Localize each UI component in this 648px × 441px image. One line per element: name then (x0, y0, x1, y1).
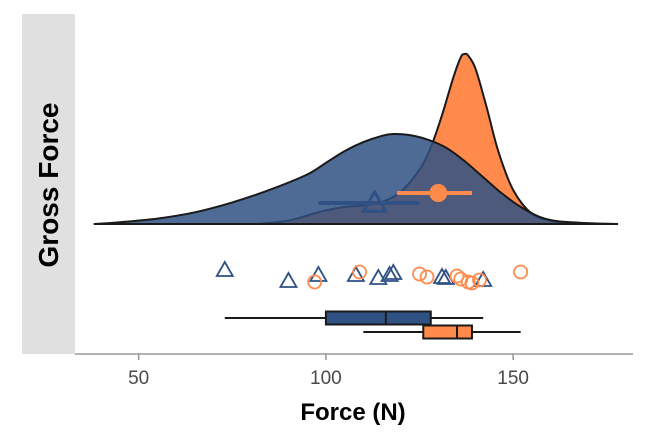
x-axis-title: Force (N) (300, 399, 405, 426)
data-point-orange (307, 274, 323, 290)
data-point-blue (368, 268, 388, 285)
data-point-blue (380, 265, 400, 282)
boxplot-layer (224, 310, 521, 340)
density-layer (93, 52, 619, 225)
data-point-blue (278, 271, 299, 288)
data-point-blue (383, 263, 403, 280)
data-point-orange (419, 269, 435, 285)
density-blue (93, 132, 619, 225)
data-point-orange (464, 275, 480, 291)
points-layer (215, 260, 529, 291)
mean-marker-orange (429, 184, 448, 202)
data-point-orange (449, 268, 465, 284)
data-point-orange (472, 272, 487, 288)
data-point-blue (432, 267, 452, 284)
data-point-orange (352, 264, 368, 280)
x-tick-label: 150 (497, 368, 529, 389)
box-body-orange (422, 324, 473, 340)
x-axis-ticks: 50 100 150 (128, 354, 529, 389)
facet-strip-label: Gross Force (33, 103, 64, 268)
mean-marker-blue (361, 188, 389, 213)
x-tick-label: 50 (128, 368, 149, 389)
data-point-orange (513, 264, 529, 280)
x-tick-label: 100 (310, 368, 342, 389)
facet-strip (22, 14, 75, 354)
data-point-orange (412, 266, 427, 282)
summary-layer (318, 184, 472, 213)
data-point-blue (346, 265, 366, 282)
data-point-blue (215, 260, 235, 277)
data-point-blue (308, 265, 328, 282)
box-body-blue (324, 310, 432, 326)
